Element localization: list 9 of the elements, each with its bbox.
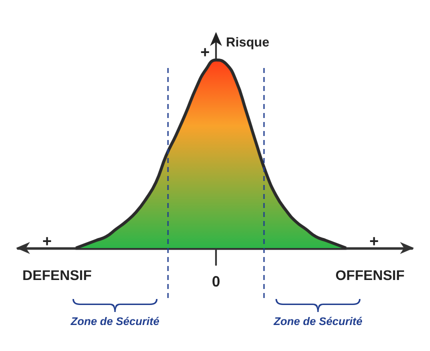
text: Zone de Sécurité <box>70 316 160 328</box>
text: 0 <box>212 274 220 290</box>
text: + <box>42 234 52 250</box>
text: Zone de Sécurité <box>272 316 362 328</box>
annotation: + <box>200 44 210 62</box>
y-axis-title: Risque <box>226 34 270 50</box>
text: + <box>369 234 379 250</box>
text: DEFENSIF <box>22 267 92 283</box>
text: OFFENSIF <box>335 267 406 283</box>
